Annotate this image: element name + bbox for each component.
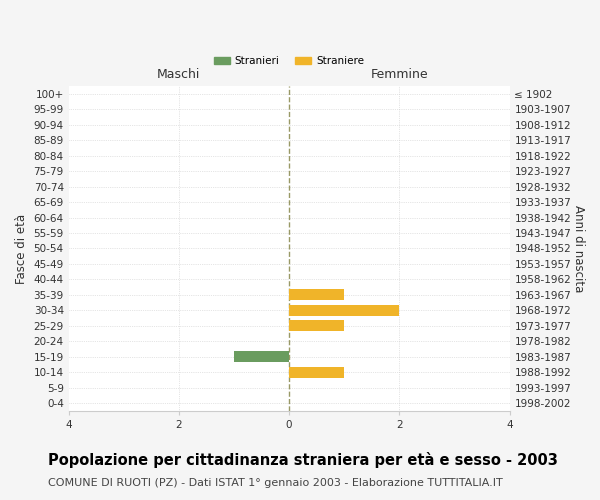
Text: Maschi: Maschi [157, 68, 200, 82]
Bar [289, 367, 344, 378]
Y-axis label: Fasce di età: Fasce di età [15, 214, 28, 284]
Bar [289, 290, 344, 300]
Y-axis label: Anni di nascita: Anni di nascita [572, 205, 585, 292]
Bar [289, 305, 399, 316]
Text: Femmine: Femmine [370, 68, 428, 82]
Text: COMUNE DI RUOTI (PZ) - Dati ISTAT 1° gennaio 2003 - Elaborazione TUTTITALIA.IT: COMUNE DI RUOTI (PZ) - Dati ISTAT 1° gen… [48, 478, 503, 488]
Bar [234, 352, 289, 362]
Text: Popolazione per cittadinanza straniera per età e sesso - 2003: Popolazione per cittadinanza straniera p… [48, 452, 558, 468]
Bar [289, 320, 344, 332]
Legend: Stranieri, Straniere: Stranieri, Straniere [210, 52, 368, 70]
